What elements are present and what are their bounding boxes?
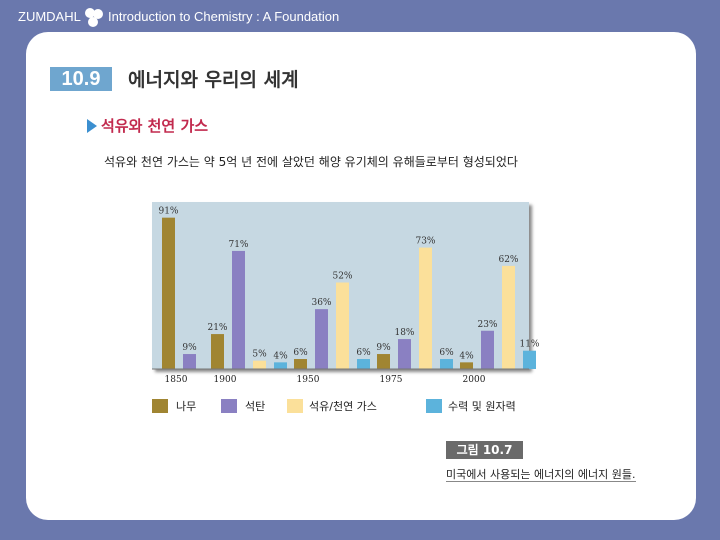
section-number-badge: 10.9 [50, 67, 112, 91]
data-label-2000-s2: 62% [498, 255, 518, 265]
bar-2000-s1 [481, 330, 494, 369]
bar-1950-s3 [357, 359, 370, 369]
data-label-2000-s3: 11% [519, 340, 539, 350]
data-label-1975-s0: 9% [376, 343, 391, 353]
figure-label: 그림 10.7 [446, 441, 523, 459]
data-label-1975-s2: 73% [415, 237, 435, 247]
x-tick-1975: 1975 [380, 375, 403, 385]
legend-swatch-coal [221, 399, 237, 413]
bar-1850-s1 [183, 354, 196, 369]
legend-swatch-oil-gas [287, 399, 303, 413]
bar-1950-s0 [294, 359, 307, 369]
bar-1900-s2 [253, 360, 266, 369]
bar-1975-s3 [440, 359, 453, 369]
data-label-1900-s1: 71% [228, 240, 248, 250]
bar-1900-s1 [232, 250, 245, 369]
data-label-2000-s1: 23% [477, 320, 497, 330]
subheading: 석유와 천연 가스 [101, 117, 209, 135]
bar-1850-s0 [162, 217, 175, 369]
legend-label-oil-gas: 석유/천연 가스 [309, 400, 377, 413]
data-label-1975-s1: 18% [394, 328, 414, 338]
bar-1900-s3 [274, 362, 287, 369]
data-label-1950-s3: 6% [356, 348, 371, 358]
bar-1975-s2 [419, 247, 432, 369]
caption-underline [446, 481, 636, 482]
legend-swatch-hydro-nuclear [426, 399, 442, 413]
data-label-1950-s1: 36% [311, 298, 331, 308]
course-title: Introduction to Chemistry : A Foundation [108, 9, 340, 24]
bar-1950-s1 [315, 309, 328, 369]
bar-1975-s1 [398, 339, 411, 369]
data-label-1975-s3: 6% [439, 348, 454, 358]
bar-1900-s0 [211, 334, 224, 369]
body-text: 석유와 천연 가스는 약 5억 년 전에 살았던 해양 유기체의 유해들로부터 … [104, 155, 518, 169]
flower-logo-icon [85, 8, 103, 27]
bar-1950-s2 [336, 282, 349, 369]
data-label-2000-s0: 4% [459, 351, 474, 361]
bar-1975-s0 [377, 354, 390, 369]
legend-label-coal: 석탄 [245, 400, 266, 413]
legend-label-hydro-nuclear: 수력 및 원자력 [448, 400, 516, 413]
data-label-1950-s0: 6% [293, 348, 308, 358]
figure-caption: 미국에서 사용되는 에너지의 에너지 원들. [446, 468, 636, 481]
bar-2000-s3 [523, 350, 536, 369]
data-label-1950-s2: 52% [332, 272, 352, 282]
data-label-1900-s3: 4% [273, 351, 288, 361]
header-bar: ZUMDAHL Introduction to Chemistry : A Fo… [0, 0, 720, 32]
data-label-1900-s0: 21% [207, 323, 227, 333]
data-label-1900-s2: 5% [252, 350, 267, 360]
legend-label-wood: 나무 [176, 400, 197, 413]
x-tick-1950: 1950 [297, 375, 320, 385]
x-tick-1850: 1850 [165, 375, 188, 385]
bar-2000-s0 [460, 362, 473, 369]
data-label-1850-s0: 91% [158, 207, 178, 217]
section-title: 에너지와 우리의 세계 [128, 69, 299, 91]
data-label-1850-s1: 9% [182, 343, 197, 353]
bar-2000-s2 [502, 265, 515, 369]
bullet-arrow-icon [87, 119, 97, 133]
x-tick-2000: 2000 [463, 375, 486, 385]
brand-name: ZUMDAHL [18, 9, 81, 24]
legend-swatch-wood [152, 399, 168, 413]
x-tick-1900: 1900 [214, 375, 237, 385]
